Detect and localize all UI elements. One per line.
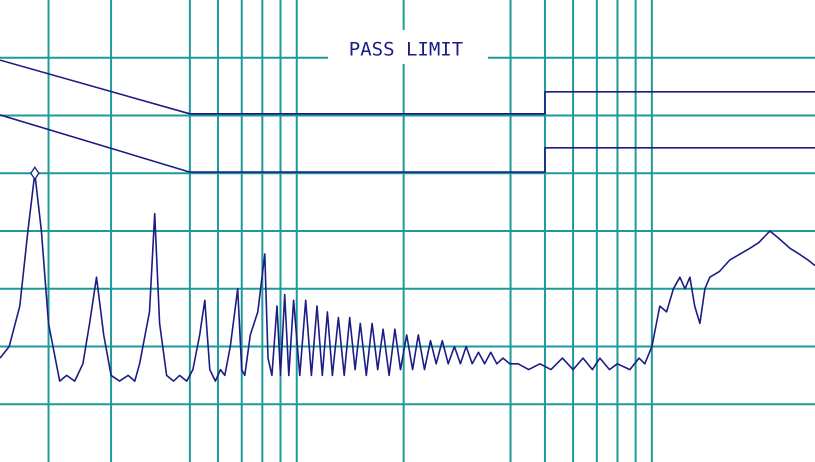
- title-backdrop: [328, 30, 488, 64]
- series-line: [0, 59, 815, 115]
- series-line: [0, 172, 815, 382]
- peak-marker: [30, 166, 40, 181]
- series-line: [0, 114, 815, 173]
- plot-area: [0, 59, 815, 382]
- chart-title: PASS LIMIT: [349, 39, 463, 61]
